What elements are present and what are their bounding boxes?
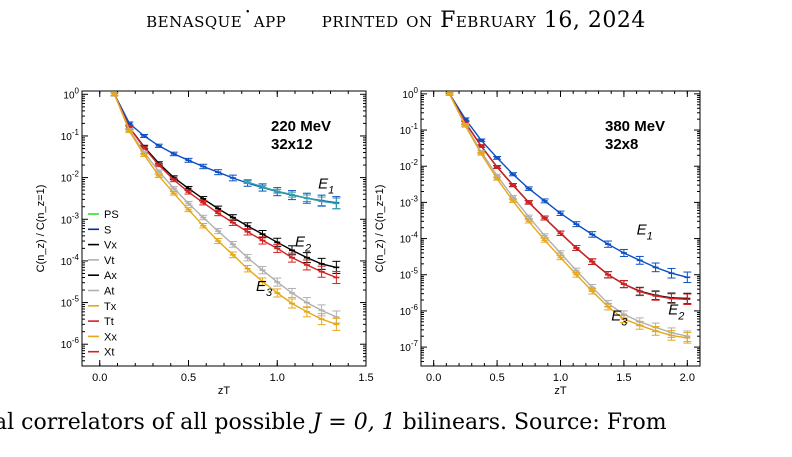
legend-label: Xt (104, 347, 114, 359)
chart-panel-220mev: 0.0 0.5 1.0 1.5 100 10-1 10-2 10-3 10-4 10-5 10-6 z… (35, 86, 374, 397)
y-tick-label: 10-1 (400, 122, 419, 137)
x-tick-label: 1.0 (553, 372, 568, 384)
energy-label: E3 (256, 278, 273, 299)
x-tick-label: 1.5 (616, 372, 631, 384)
series-line (113, 94, 337, 279)
energy-label: E2 (668, 301, 684, 322)
y-tick-label: 10-6 (61, 336, 80, 351)
energy-label: E1 (318, 175, 334, 196)
header-left: benasque˙app (146, 8, 287, 33)
chart-title: 220 MeV (271, 118, 331, 135)
x-axis-label: zT (554, 385, 567, 397)
y-tick-label: 10-2 (61, 170, 80, 185)
series-line (113, 94, 337, 325)
series-line (448, 93, 688, 300)
energy-label: E3 (611, 307, 628, 328)
chart-title: 380 MeV (605, 118, 665, 135)
y-tick-label: 10-7 (400, 339, 419, 354)
y-tick-label: 10-5 (400, 267, 419, 282)
legend-label: Vt (104, 255, 114, 267)
legend-label: Ax (104, 270, 117, 282)
y-tick-label: 10-6 (400, 303, 419, 318)
caption-pre: al correlators of all possible (0, 410, 313, 435)
series-line (113, 94, 337, 318)
legend-label: Tt (104, 316, 114, 328)
x-tick-label: 2.0 (680, 372, 695, 384)
y-tick-label: 100 (63, 86, 79, 101)
chart-subtitle: 32x8 (605, 136, 638, 153)
y-tick-label: 10-3 (61, 211, 80, 226)
x-tick-label: 0.0 (92, 372, 107, 384)
x-tick-label: 0.0 (426, 372, 441, 384)
energy-label: E2 (295, 234, 311, 255)
x-tick-label: 1.5 (358, 372, 373, 384)
plot-area (445, 92, 692, 344)
series-line (113, 94, 337, 269)
legend-label: S (104, 224, 111, 236)
header-right: printed on February 16, 2024 (321, 8, 646, 33)
caption-post: bilinears. Source: From (395, 410, 667, 435)
x-axis-label: zT (218, 385, 231, 397)
x-tick-label: 0.5 (181, 372, 196, 384)
y-axis-label: C(n_z) / C(n_z=1) (374, 185, 386, 273)
legend: PS S Vx Vt Ax At Tx Tt Xx Xt (88, 209, 119, 359)
legend-label: Vx (104, 240, 117, 252)
legend-label: Xx (104, 331, 117, 343)
y-tick-label: 10-5 (61, 295, 80, 310)
legend-label: PS (104, 209, 119, 221)
y-tick-label: 10-3 (400, 194, 419, 209)
y-tick-label: 100 (402, 86, 418, 101)
series-line (448, 93, 688, 339)
x-tick-label: 0.5 (489, 372, 504, 384)
y-axis-label: C(n_z) / C(n_z=1) (35, 185, 47, 273)
energy-label: E1 (637, 221, 653, 242)
y-tick-label: 10-2 (400, 158, 419, 173)
plot-area (110, 92, 341, 331)
chart-panel-380mev: 0.0 0.5 1.0 1.5 2.0 100 10-1 10-2 10-3 10-4 10-5 10… (374, 86, 701, 397)
caption-math: J = 0, 1 (312, 410, 396, 435)
figure-caption: al correlators of all possible J = 0, 1 … (0, 410, 792, 435)
legend-label: At (104, 286, 114, 298)
y-tick-label: 10-4 (61, 253, 80, 268)
chart-subtitle: 32x12 (271, 136, 313, 153)
legend-label: Tx (104, 301, 117, 313)
series-line (448, 93, 688, 278)
running-header: benasque˙app printed on February 16, 202… (0, 8, 792, 33)
y-tick-label: 10-4 (400, 231, 419, 246)
x-tick-label: 1.0 (270, 372, 285, 384)
y-tick-label: 10-1 (61, 128, 80, 143)
series-line (448, 93, 688, 337)
figure: 0.0 0.5 1.0 1.5 100 10-1 10-2 10-3 10-4 10-5 10-6 z… (35, 86, 701, 397)
